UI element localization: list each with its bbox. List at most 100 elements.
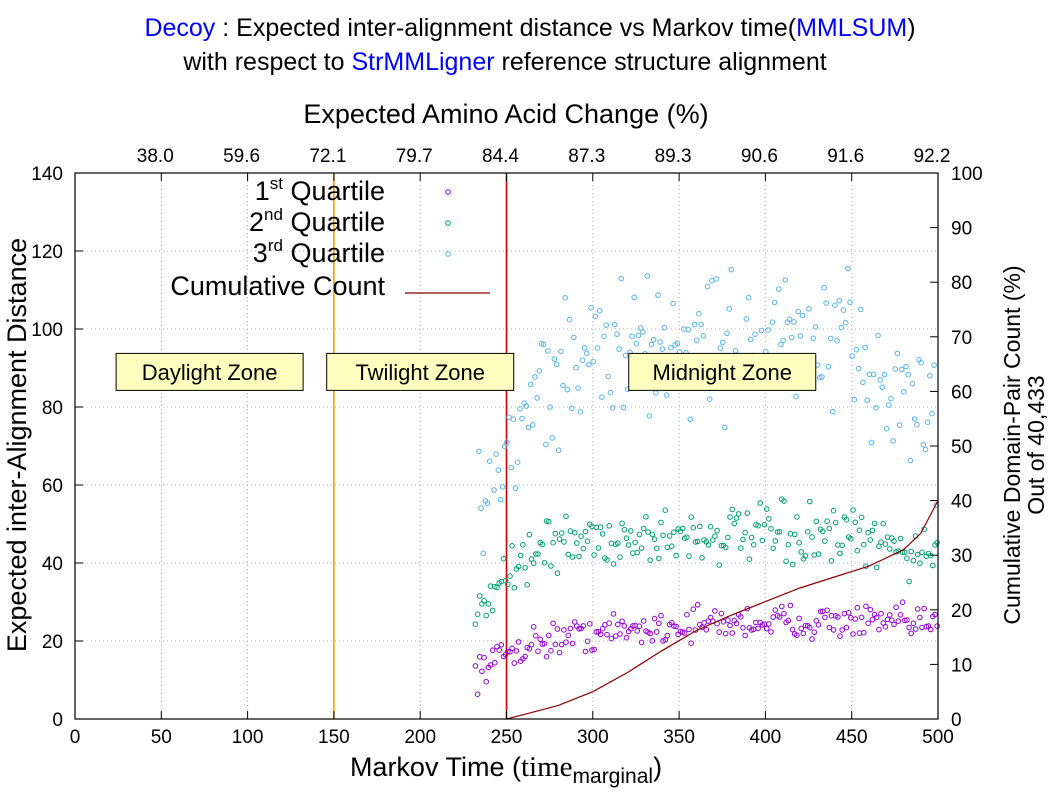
data-point: [765, 327, 771, 333]
data-point: [832, 519, 839, 526]
data-point: [807, 498, 813, 505]
data-point: [822, 538, 828, 544]
data-point: [594, 345, 601, 352]
data-point: [601, 333, 607, 340]
data-point: [811, 629, 818, 636]
data-point: [729, 506, 736, 513]
x2-tick-label: 38.0: [137, 146, 174, 167]
data-point: [619, 618, 625, 625]
legend-entry: Cumulative Count: [170, 271, 490, 301]
data-point: [582, 648, 589, 655]
data-point: [927, 373, 933, 379]
x-tick-label: 150: [318, 727, 350, 748]
data-point: [819, 374, 825, 380]
x-axis-label: Markov Time (timemarginal): [350, 751, 662, 788]
data-point: [806, 306, 812, 312]
data-point: [685, 326, 692, 333]
data-point: [649, 638, 656, 644]
x2-tick-label: 91.6: [827, 146, 864, 167]
data-point: [873, 405, 879, 411]
data-point: [815, 622, 822, 628]
data-point: [889, 617, 895, 624]
data-point: [630, 623, 636, 629]
data-point: [595, 545, 602, 551]
data-point: [623, 634, 630, 641]
data-point: [727, 622, 733, 629]
data-point: [517, 406, 523, 412]
data-point: [718, 610, 725, 617]
data-point: [688, 640, 695, 647]
data-point: [788, 334, 795, 341]
data-point: [515, 563, 522, 570]
data-point: [636, 531, 643, 538]
data-point: [506, 414, 512, 421]
data-point: [640, 329, 646, 335]
data-point: [714, 527, 720, 534]
data-point: [791, 319, 797, 325]
data-point: [919, 549, 925, 556]
data-point: [849, 353, 855, 359]
data-point: [779, 603, 785, 610]
zone-label: Daylight Zone: [115, 352, 304, 391]
data-point: [768, 526, 774, 532]
data-point: [796, 540, 802, 546]
data-point: [681, 630, 688, 636]
legend-label-main: 3: [253, 238, 268, 268]
y-tick-label: 60: [42, 476, 63, 497]
y-axis-label: Expected inter-Alignment Distance: [2, 238, 32, 652]
data-point: [906, 624, 912, 631]
data-point: [481, 598, 487, 604]
data-point: [571, 334, 577, 341]
data-point: [686, 626, 692, 633]
data-point: [794, 632, 800, 639]
data-point: [865, 620, 871, 627]
data-point: [862, 344, 868, 351]
data-point: [562, 295, 569, 301]
data-point: [606, 620, 613, 627]
data-point: [699, 555, 705, 561]
legend-label-main: 2: [249, 207, 264, 237]
data-point: [858, 306, 864, 313]
data-point: [886, 546, 893, 552]
data-point: [509, 645, 515, 652]
data-point: [580, 623, 587, 629]
data-point: [494, 584, 500, 591]
data-point: [640, 525, 647, 532]
data-point: [841, 610, 848, 617]
data-point: [742, 529, 748, 536]
data-point: [886, 612, 893, 618]
data-point: [550, 620, 556, 627]
data-point: [907, 457, 914, 464]
data-point: [565, 551, 572, 558]
data-point: [897, 535, 904, 542]
data-point: [869, 527, 876, 534]
data-point: [745, 294, 752, 301]
legend-label-sup: st: [270, 174, 284, 193]
y-tick-label: 80: [42, 398, 63, 419]
data-point: [556, 649, 563, 656]
data-point: [793, 393, 799, 400]
title-run: ): [907, 14, 915, 42]
legend-label: Cumulative Count: [170, 271, 385, 301]
data-point: [883, 425, 890, 432]
data-point: [879, 384, 886, 391]
zone-label-text: Twilight Zone: [355, 360, 485, 385]
data-point: [560, 382, 566, 389]
data-point: [837, 550, 843, 557]
data-point: [612, 321, 618, 328]
data-point: [893, 604, 899, 611]
data-point: [740, 625, 746, 631]
zone-label-box: [115, 352, 304, 391]
data-point: [825, 364, 832, 370]
x2-tick-label: 59.6: [223, 146, 260, 167]
data-point: [725, 617, 731, 624]
data-point: [634, 549, 641, 556]
data-point: [830, 507, 837, 514]
data-point: [829, 408, 836, 415]
data-point: [722, 544, 729, 551]
data-point: [616, 346, 622, 352]
data-point: [817, 608, 824, 615]
data-point: [540, 341, 547, 348]
data-point: [694, 337, 700, 344]
